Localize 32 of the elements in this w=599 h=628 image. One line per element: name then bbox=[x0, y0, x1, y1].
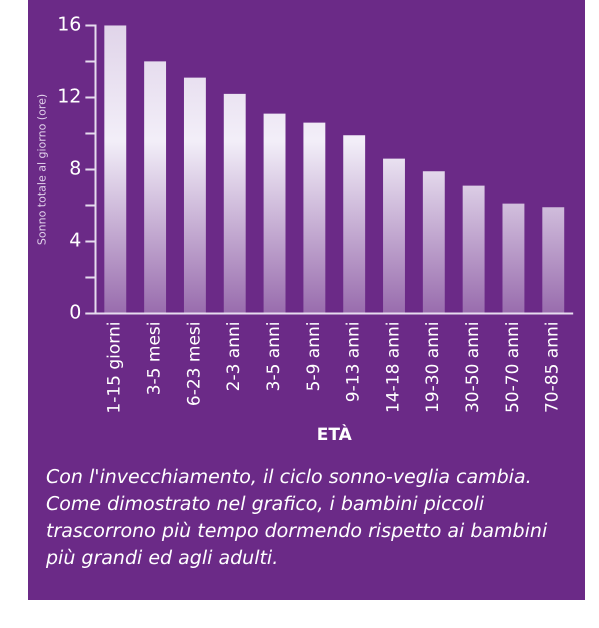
bar bbox=[144, 61, 166, 313]
bar bbox=[184, 78, 206, 313]
bar bbox=[264, 114, 286, 313]
bar bbox=[224, 94, 246, 313]
x-tick-label: 6-23 mesi bbox=[184, 322, 204, 406]
y-axis-title: Sonno totale al giorno (ore) bbox=[35, 94, 48, 246]
x-tick-label: 1-15 giorni bbox=[104, 322, 125, 414]
x-tick-label: 19-30 anni bbox=[423, 322, 444, 414]
x-tick-label: 50-70 anni bbox=[502, 322, 523, 414]
x-tick-label: 14-18 anni bbox=[383, 322, 404, 414]
x-tick-label: 3-5 anni bbox=[264, 322, 284, 392]
y-tick-label: 8 bbox=[69, 157, 82, 180]
bar bbox=[383, 158, 405, 313]
x-tick-label: 30-50 anni bbox=[463, 322, 484, 414]
bar bbox=[343, 135, 366, 313]
y-tick-label: 0 bbox=[69, 301, 82, 324]
x-tick-label: 5-9 anni bbox=[304, 322, 324, 392]
x-tick-label: 70-85 anni bbox=[542, 322, 563, 414]
x-tick-label: 3-5 mesi bbox=[144, 322, 165, 396]
bar bbox=[462, 186, 485, 313]
x-tick-label: 2-3 anni bbox=[224, 322, 244, 392]
y-tick-label: 12 bbox=[57, 85, 82, 108]
bar bbox=[422, 171, 445, 313]
y-tick-label: 16 bbox=[57, 13, 82, 36]
bar bbox=[104, 25, 126, 313]
bar bbox=[303, 122, 326, 313]
x-tick-label: 9-13 anni bbox=[344, 322, 364, 402]
text: Con l'invecchiamento, il ciclo sonno-veglia cambia. Come dimostrato nel grafico, i bambini piccoli trascorrono più tempo dormendo rispetto ai bambini più grandi ed agli adulti. bbox=[45, 465, 548, 571]
y-tick-label: 4 bbox=[69, 229, 82, 252]
x-axis-title: ETÀ bbox=[316, 424, 353, 446]
bar bbox=[502, 204, 524, 313]
bar bbox=[542, 207, 564, 313]
